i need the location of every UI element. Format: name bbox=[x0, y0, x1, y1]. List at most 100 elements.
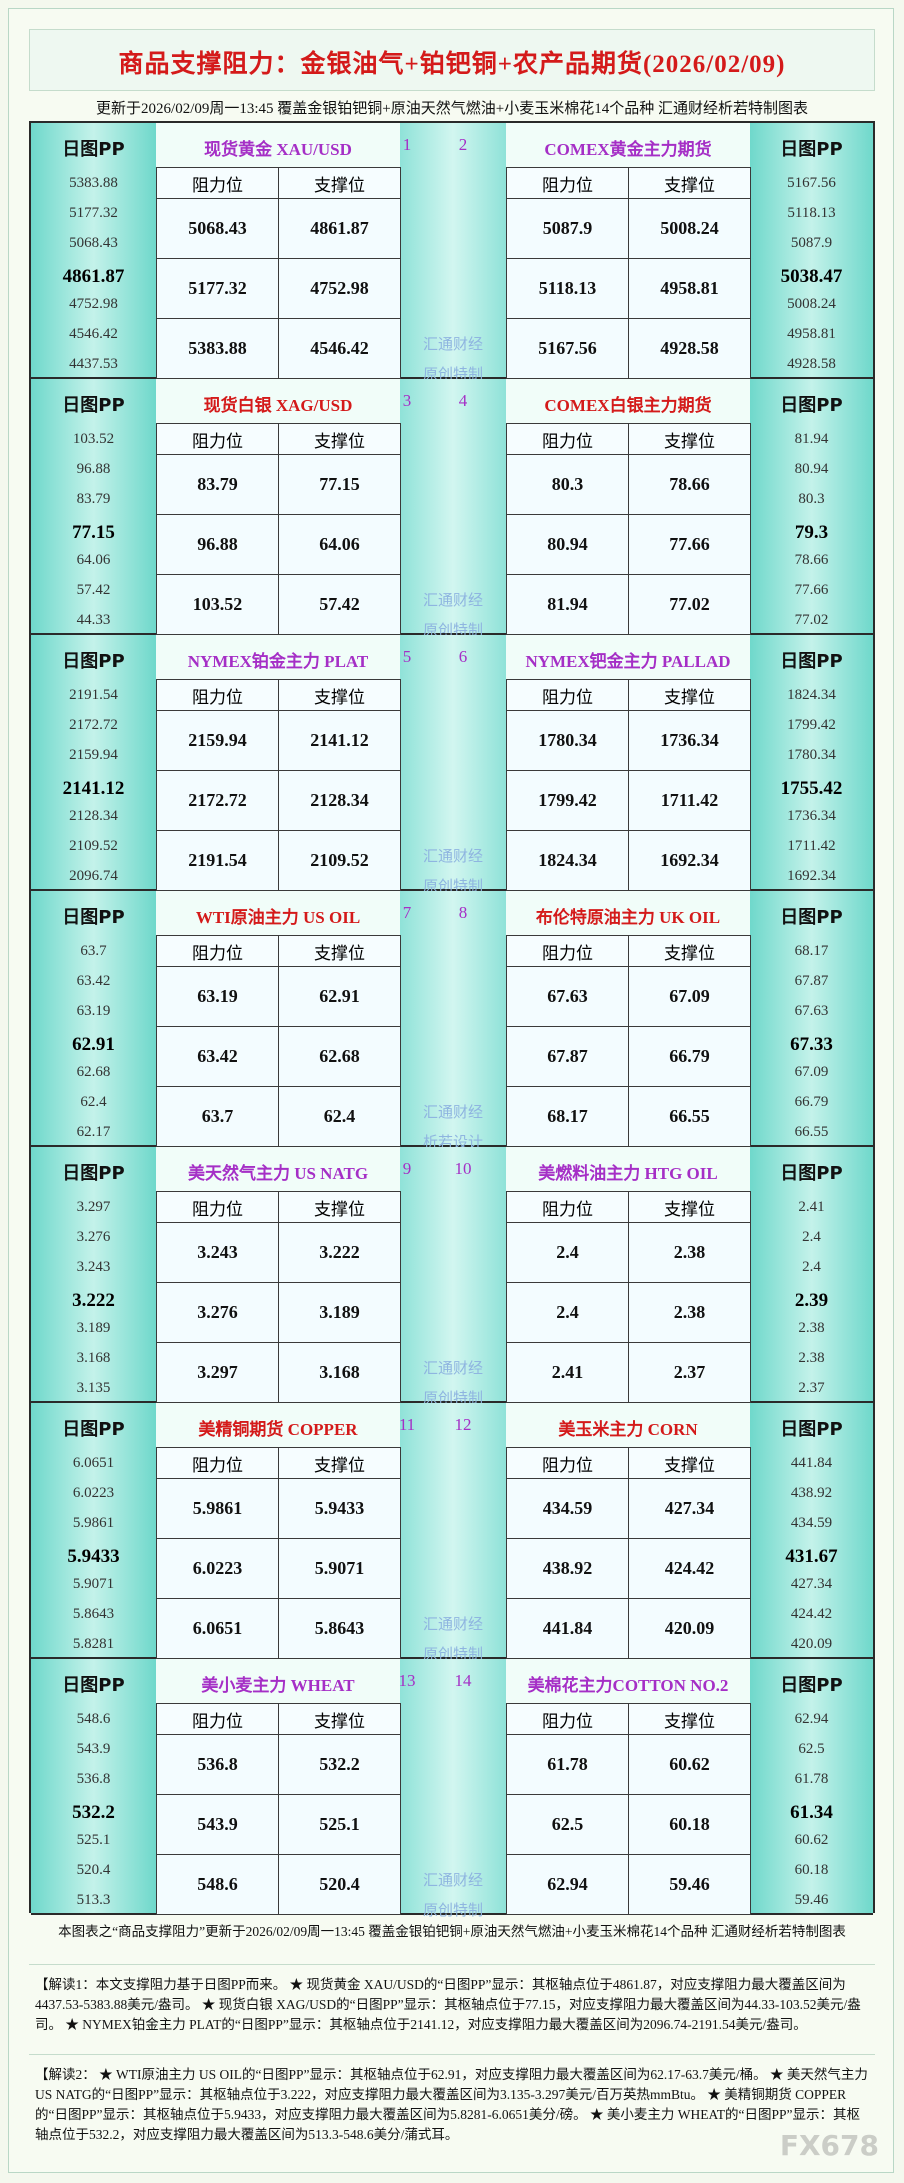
column-header: 支撑位 bbox=[628, 935, 751, 967]
ladder-value: 67.63 bbox=[794, 1003, 829, 1020]
watermark: 汇通财经 bbox=[422, 1359, 483, 1377]
support-value: 66.79 bbox=[628, 1026, 751, 1087]
support-value: 1711.42 bbox=[628, 770, 751, 831]
header-bg bbox=[156, 1659, 400, 1703]
column-header: 支撑位 bbox=[278, 1447, 401, 1479]
resistance-value: 5177.32 bbox=[156, 258, 279, 319]
ladder-value: 420.09 bbox=[790, 1636, 833, 1653]
watermark: 原创特制 bbox=[422, 621, 483, 639]
pivot-value: 1755.42 bbox=[780, 777, 843, 799]
resistance-value: 63.19 bbox=[156, 966, 279, 1027]
instrument-index: 7 bbox=[402, 903, 412, 922]
section: 汇通财经 原创特制 日图PP 现货白银 XAG/USD 3 103.52 96.88 83.7… bbox=[31, 379, 873, 639]
ladder-value: 525.1 bbox=[76, 1831, 111, 1848]
column-header: 阻力位 bbox=[156, 935, 279, 967]
ladder-value: 4437.53 bbox=[69, 356, 118, 373]
ladder-value: 68.17 bbox=[794, 943, 829, 959]
middle-column bbox=[400, 635, 506, 889]
ladder-value: 3.276 bbox=[76, 1229, 111, 1246]
ladder-value: 4546.42 bbox=[69, 326, 118, 342]
instrument-name: 布伦特原油主力 UK OIL bbox=[535, 908, 721, 927]
header-bg bbox=[156, 891, 400, 935]
instrument-name: 现货黄金 XAU/USD bbox=[204, 140, 352, 159]
ladder-value: 2.38 bbox=[798, 1319, 825, 1336]
resistance-value: 536.8 bbox=[156, 1734, 279, 1795]
ladder-value: 441.84 bbox=[790, 1455, 833, 1471]
support-value: 77.15 bbox=[278, 454, 401, 515]
ladder-value: 83.79 bbox=[76, 491, 111, 508]
pp-label: 日图PP bbox=[62, 139, 125, 160]
instrument-index: 13 bbox=[398, 1671, 416, 1690]
ladder-value: 80.94 bbox=[794, 461, 829, 478]
support-value: 2141.12 bbox=[278, 710, 401, 771]
pp-label: 日图PP bbox=[62, 651, 125, 672]
resistance-value: 62.5 bbox=[506, 1794, 629, 1855]
support-value: 427.34 bbox=[628, 1478, 751, 1539]
header-bg bbox=[506, 635, 750, 679]
ladder-value: 427.34 bbox=[790, 1575, 833, 1592]
header-bg bbox=[506, 891, 750, 935]
pivot-value: 2.39 bbox=[794, 1289, 829, 1311]
support-value: 59.46 bbox=[628, 1854, 751, 1915]
watermark: 汇通财经 bbox=[422, 335, 483, 353]
header-bg bbox=[156, 1403, 400, 1447]
support-value: 2.38 bbox=[628, 1282, 751, 1343]
resistance-value: 434.59 bbox=[506, 1478, 629, 1539]
header-bg bbox=[506, 123, 750, 167]
ladder-value: 77.66 bbox=[794, 582, 829, 598]
pivot-value: 5.9433 bbox=[67, 1545, 120, 1567]
pp-label: 日图PP bbox=[780, 395, 843, 416]
support-value: 4861.87 bbox=[278, 198, 401, 259]
middle-column bbox=[400, 1147, 506, 1401]
title: 商品支撑阻力：金银油气+铂钯铜+农产品期货(2026/02/09) bbox=[118, 51, 786, 78]
ladder-value: 62.4 bbox=[80, 1094, 107, 1110]
ladder-value: 5068.43 bbox=[69, 235, 118, 252]
support-value: 78.66 bbox=[628, 454, 751, 515]
support-value: 1692.34 bbox=[628, 830, 751, 891]
header-bg bbox=[506, 1403, 750, 1447]
resistance-value: 2.41 bbox=[506, 1342, 629, 1403]
support-value: 520.4 bbox=[278, 1854, 401, 1915]
ladder-value: 3.243 bbox=[76, 1259, 111, 1276]
support-value: 4958.81 bbox=[628, 258, 751, 319]
ladder-value: 60.62 bbox=[794, 1831, 829, 1848]
section: 汇通财经 原创特制 日图PP 美精铜期货 COPPER 11 6.0651 6.0223 5.… bbox=[31, 1403, 873, 1663]
column-header: 支撑位 bbox=[278, 167, 401, 199]
pp-column bbox=[31, 1403, 156, 1657]
pivot-value: 61.34 bbox=[790, 1801, 833, 1823]
pp-column bbox=[750, 1147, 873, 1401]
middle-column bbox=[400, 1659, 506, 1913]
section: 汇通财经 原创特制 日图PP 美小麦主力 WHEAT 13 548.6 543.9 536.8… bbox=[31, 1659, 873, 1919]
pp-column bbox=[31, 379, 156, 633]
pivot-value: 5038.47 bbox=[780, 265, 843, 287]
ladder-value: 44.33 bbox=[76, 612, 111, 629]
support-value: 2109.52 bbox=[278, 830, 401, 891]
support-value: 62.68 bbox=[278, 1026, 401, 1087]
ladder-value: 2.37 bbox=[798, 1380, 825, 1397]
ladder-value: 5.8643 bbox=[72, 1606, 115, 1622]
pp-column bbox=[750, 635, 873, 889]
header-bg bbox=[506, 1147, 750, 1191]
resistance-value: 5383.88 bbox=[156, 318, 279, 379]
ladder-value: 1736.34 bbox=[787, 807, 836, 824]
resistance-value: 67.63 bbox=[506, 966, 629, 1027]
ladder-value: 2159.94 bbox=[69, 747, 118, 764]
resistance-value: 548.6 bbox=[156, 1854, 279, 1915]
ladder-value: 2.41 bbox=[798, 1199, 825, 1215]
column-header: 支撑位 bbox=[278, 423, 401, 455]
watermark: 原创特制 bbox=[422, 877, 483, 895]
ladder-value: 2.4 bbox=[802, 1229, 821, 1246]
ladder-value: 3.168 bbox=[76, 1350, 111, 1366]
pp-label: 日图PP bbox=[780, 1163, 843, 1184]
pivot-value: 77.15 bbox=[72, 521, 115, 543]
middle-column bbox=[400, 891, 506, 1145]
column-header: 阻力位 bbox=[506, 1703, 629, 1735]
pp-label: 日图PP bbox=[62, 1163, 125, 1184]
pp-column bbox=[750, 1403, 873, 1657]
ladder-value: 2109.52 bbox=[69, 838, 118, 854]
watermark: 析若设计 bbox=[422, 1133, 483, 1151]
header-bg bbox=[156, 635, 400, 679]
column-header: 支撑位 bbox=[628, 1191, 751, 1223]
watermark: 原创特制 bbox=[422, 1901, 483, 1919]
